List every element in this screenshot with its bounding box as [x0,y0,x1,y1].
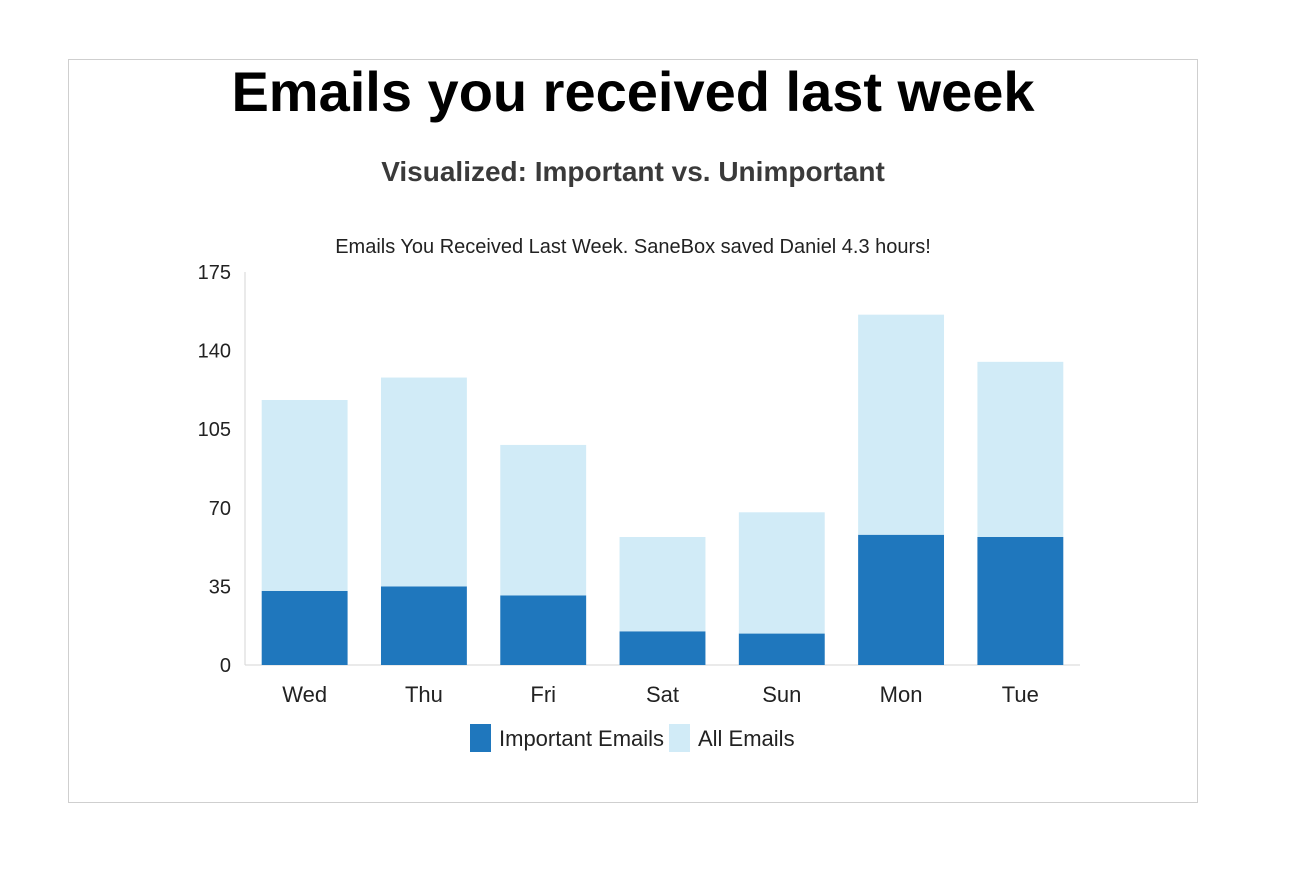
x-tick-label: Sun [762,682,801,707]
chart-bars [261,314,1064,665]
bar-sun-all[interactable] [738,512,825,634]
x-tick-label: Fri [530,682,556,707]
x-tick-label: Wed [282,682,327,707]
bar-tue-important[interactable] [977,536,1064,665]
y-tick-label: 0 [220,655,231,677]
page-subtitle: Visualized: Important vs. Unimportant [381,156,885,187]
bar-sat-important[interactable] [619,631,706,665]
bar-wed-important[interactable] [261,590,348,665]
x-tick-label: Mon [880,682,923,707]
y-tick-label: 70 [209,498,231,520]
legend-swatch [470,724,491,752]
bar-fri-all[interactable] [500,444,587,596]
x-axis-labels: Wed Thu Fri Sat Sun Mon Tue [282,682,1039,707]
bar-sun-important[interactable] [738,633,825,665]
bar-thu-important[interactable] [380,586,467,665]
y-tick-label: 35 [209,576,231,598]
bar-sat-all[interactable] [619,536,706,632]
bar-mon-important[interactable] [858,534,945,665]
x-tick-label: Sat [646,682,679,707]
bar-wed-all[interactable] [261,400,348,591]
bar-tue-all[interactable] [977,361,1064,537]
x-tick-label: Tue [1002,682,1039,707]
y-tick-label: 175 [198,262,231,284]
bar-fri-important[interactable] [500,595,587,665]
x-tick-label: Thu [405,682,443,707]
bar-thu-all[interactable] [380,377,467,587]
bar-mon-all[interactable] [858,314,945,535]
chart-title: Emails You Received Last Week. SaneBox s… [335,236,931,258]
legend-swatch [669,724,690,752]
y-tick-label: 140 [198,341,231,363]
y-tick-label: 105 [198,419,231,441]
legend-label: All Emails [698,726,795,751]
chart-axes: 0 35 70 105 140 175 [198,262,1080,677]
page-title: Emails you received last week [231,60,1035,123]
chart-legend[interactable]: Important Emails All Emails [470,724,795,752]
legend-label: Important Emails [499,726,664,751]
